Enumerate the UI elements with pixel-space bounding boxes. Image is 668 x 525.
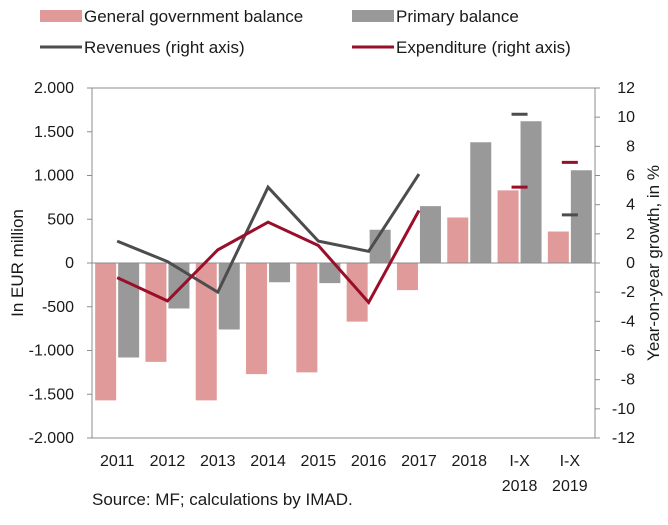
left-axis-title: In EUR million <box>8 209 27 317</box>
legend-label: Revenues (right axis) <box>84 38 245 57</box>
right-tick-label: -6 <box>621 343 635 360</box>
category-label: 2013 <box>200 453 236 470</box>
right-tick-label: 8 <box>626 138 635 155</box>
category-label: 2015 <box>301 453 337 470</box>
primary-balance-bar <box>218 263 240 330</box>
left-tick-label: 500 <box>47 211 74 228</box>
primary-balance-bar <box>419 206 441 263</box>
primary-balance-bar <box>570 170 592 263</box>
gov-balance-bar <box>447 217 469 263</box>
category-label: 2017 <box>401 453 437 470</box>
category-label: I-X <box>560 453 581 470</box>
category-label: 2018 <box>451 453 487 470</box>
category-label: 2012 <box>150 453 186 470</box>
legend-label: General government balance <box>84 7 303 26</box>
right-tick-label: -2 <box>621 284 635 301</box>
revenues-line <box>116 173 421 295</box>
legend-swatch <box>352 10 394 22</box>
category-label: 2019 <box>552 478 588 495</box>
primary-balance-bar <box>118 263 140 358</box>
expenditure-line <box>116 209 421 305</box>
left-tick-label: 0 <box>65 255 74 272</box>
category-label: 2018 <box>502 478 538 495</box>
right-tick-label: -4 <box>621 313 635 330</box>
legend-swatch <box>40 10 82 22</box>
gov-balance-bar <box>296 263 318 373</box>
left-tick-label: -1.000 <box>29 343 74 360</box>
category-label: 2016 <box>351 453 387 470</box>
primary-balance-bar <box>369 229 391 263</box>
gov-balance-bar <box>396 263 418 291</box>
primary-balance-bar <box>168 263 190 309</box>
gov-balance-bar <box>346 263 368 322</box>
gov-balance-bar <box>95 263 117 401</box>
right-tick-label: -8 <box>621 372 635 389</box>
legend-label: Expenditure (right axis) <box>396 38 571 57</box>
right-tick-label: 10 <box>617 109 635 126</box>
right-tick-label: -10 <box>612 401 635 418</box>
gov-balance-bar <box>497 190 519 263</box>
chart-source: Source: MF; calculations by IMAD. <box>92 490 353 509</box>
right-tick-label: 4 <box>626 197 635 214</box>
left-tick-label: -500 <box>42 299 74 316</box>
right-axis-title: Year-on-year growth, in % <box>644 165 663 361</box>
category-label: I-X <box>509 453 530 470</box>
primary-balance-bar <box>470 142 492 263</box>
primary-balance-bar <box>520 121 542 263</box>
primary-balance-bar <box>319 263 341 284</box>
left-tick-label: -1.500 <box>29 386 74 403</box>
left-tick-label: 1.000 <box>34 168 74 185</box>
right-tick-label: -12 <box>612 430 635 447</box>
right-tick-label: 2 <box>626 226 635 243</box>
left-tick-label: 1.500 <box>34 124 74 141</box>
right-tick-label: 6 <box>626 168 635 185</box>
gov-balance-bar <box>145 263 167 362</box>
right-tick-label: 12 <box>617 80 635 97</box>
category-label: 2014 <box>250 453 286 470</box>
gov-balance-bar <box>195 263 217 401</box>
left-tick-label: 2.000 <box>34 80 74 97</box>
right-tick-label: 0 <box>626 255 635 272</box>
primary-balance-bar <box>269 263 291 283</box>
category-label: 2011 <box>100 453 135 470</box>
legend-label: Primary balance <box>396 7 519 26</box>
gov-balance-bar <box>547 231 569 263</box>
left-tick-label: -2.000 <box>29 430 74 447</box>
gov-balance-bar <box>246 263 268 375</box>
